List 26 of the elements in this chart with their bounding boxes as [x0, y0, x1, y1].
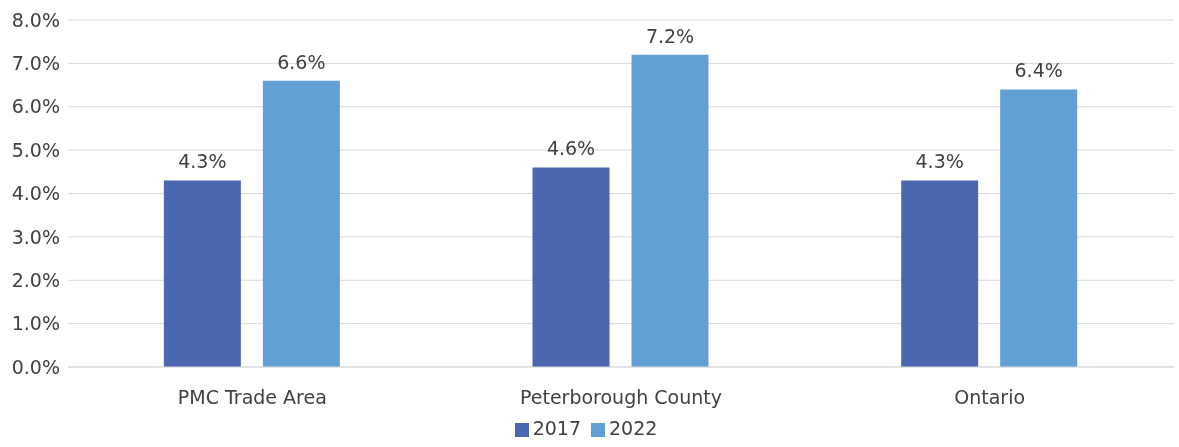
y-tick-label: 1.0%	[11, 312, 60, 335]
y-tick-label: 4.0%	[11, 182, 60, 205]
y-tick-label: 3.0%	[11, 225, 60, 248]
bar	[631, 54, 709, 367]
y-tick-label: 5.0%	[11, 138, 60, 161]
data-label: 4.3%	[178, 150, 227, 173]
legend-label: 2022	[609, 417, 658, 439]
bar	[1000, 89, 1078, 367]
x-tick-label: Ontario	[954, 386, 1026, 409]
y-tick-label: 6.0%	[11, 95, 60, 118]
data-label: 4.3%	[915, 150, 964, 173]
y-tick-label: 8.0%	[11, 8, 60, 31]
y-tick-label: 7.0%	[11, 52, 60, 75]
y-tick-label: 2.0%	[11, 268, 60, 291]
data-label: 7.2%	[645, 24, 695, 47]
y-tick-label: 0.0%	[11, 355, 60, 378]
bar	[901, 180, 979, 367]
legend-label: 2017	[532, 417, 581, 439]
bar	[532, 167, 610, 367]
data-label: 6.6%	[277, 50, 326, 73]
data-label: 4.6%	[546, 137, 596, 160]
x-tick-label: PMC Trade Area	[177, 386, 327, 409]
bar	[163, 180, 241, 367]
x-tick-label: Peterborough County	[520, 386, 722, 409]
bar	[262, 80, 340, 367]
data-label: 6.4%	[1014, 59, 1063, 82]
